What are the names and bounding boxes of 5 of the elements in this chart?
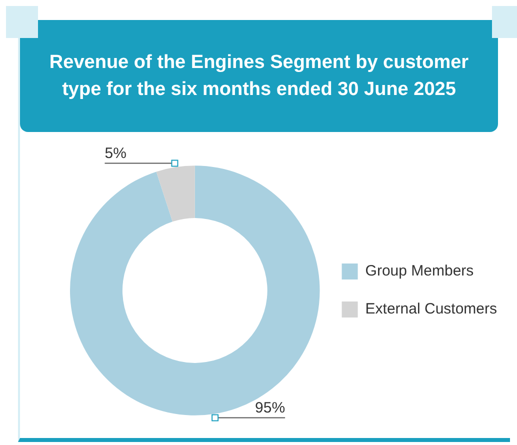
data-label: 95%	[255, 399, 286, 416]
chart-title: Revenue of the Engines Segment by customer type for the six months ended 30 June 2025	[48, 51, 470, 102]
legend-label: Group Members	[365, 262, 474, 280]
legend-label: External Customers	[365, 300, 498, 318]
data-label: 5%	[104, 144, 126, 162]
